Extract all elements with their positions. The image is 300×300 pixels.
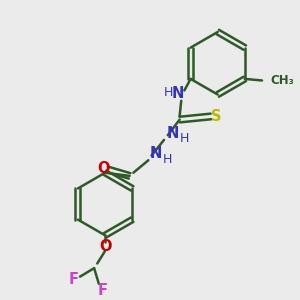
Text: H: H [163, 153, 172, 166]
Text: H: H [164, 86, 173, 100]
Text: S: S [211, 109, 222, 124]
Text: F: F [98, 283, 108, 298]
Text: O: O [97, 160, 109, 175]
Text: H: H [180, 132, 189, 145]
Text: O: O [99, 239, 111, 254]
Text: CH₃: CH₃ [271, 74, 295, 87]
Text: F: F [69, 272, 79, 286]
Text: N: N [172, 86, 184, 101]
Text: N: N [167, 125, 179, 140]
Text: N: N [150, 146, 162, 161]
